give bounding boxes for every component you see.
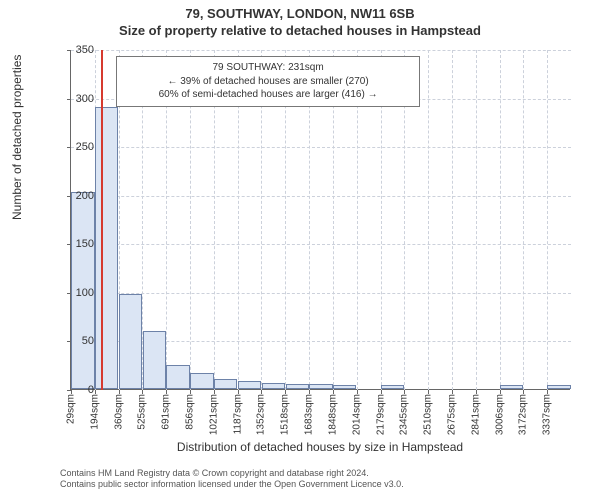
xtick-label: 1518sqm — [280, 394, 291, 435]
xtick-label: 1683sqm — [304, 394, 315, 435]
ytick-label: 100 — [54, 287, 94, 299]
xtick-label: 3337sqm — [542, 394, 553, 435]
annotation-line: 60% of semi-detached houses are larger (… — [125, 88, 411, 102]
histogram-bar — [286, 384, 309, 389]
histogram-bar — [166, 365, 189, 389]
annotation-line: ← 39% of detached houses are smaller (27… — [125, 75, 411, 89]
gridline-h — [71, 147, 571, 148]
xtick-label: 3006sqm — [494, 394, 505, 435]
xtick-label: 2345sqm — [399, 394, 410, 435]
y-axis-label: Number of detached properties — [10, 55, 24, 220]
gridline-v — [523, 50, 524, 390]
page-title: 79, SOUTHWAY, LONDON, NW11 6SB — [0, 0, 600, 23]
histogram-bar — [309, 384, 332, 389]
xtick-label: 194sqm — [89, 394, 100, 430]
ytick-label: 50 — [54, 335, 94, 347]
xtick-label: 691sqm — [161, 394, 172, 430]
ytick-label: 250 — [54, 141, 94, 153]
xtick-label: 1021sqm — [208, 394, 219, 435]
chart-area: 79 SOUTHWAY: 231sqm← 39% of detached hou… — [70, 50, 570, 390]
histogram-bar — [238, 381, 261, 389]
ytick-label: 300 — [54, 93, 94, 105]
histogram-bar — [262, 383, 285, 389]
xtick-label: 856sqm — [185, 394, 196, 430]
xtick-label: 2014sqm — [351, 394, 362, 435]
xtick-label: 360sqm — [113, 394, 124, 430]
xtick-label: 2510sqm — [423, 394, 434, 435]
xtick-label: 2675sqm — [446, 394, 457, 435]
plot-region: 79 SOUTHWAY: 231sqm← 39% of detached hou… — [70, 50, 570, 390]
histogram-bar — [333, 385, 356, 389]
histogram-bar — [190, 373, 213, 389]
histogram-bar — [500, 385, 523, 389]
x-axis-label: Distribution of detached houses by size … — [70, 440, 570, 454]
xtick-label: 2179sqm — [375, 394, 386, 435]
xtick-label: 1848sqm — [327, 394, 338, 435]
histogram-bar — [547, 385, 570, 389]
ytick-label: 350 — [54, 44, 94, 56]
credits: Contains HM Land Registry data © Crown c… — [60, 468, 404, 491]
gridline-h — [71, 293, 571, 294]
page-subtitle: Size of property relative to detached ho… — [0, 23, 600, 40]
xtick-label: 1187sqm — [232, 394, 243, 434]
histogram-bar — [119, 294, 142, 389]
annotation-box: 79 SOUTHWAY: 231sqm← 39% of detached hou… — [116, 56, 420, 107]
xtick-label: 3172sqm — [518, 394, 529, 435]
marker-line — [101, 50, 103, 390]
gridline-h — [71, 196, 571, 197]
histogram-bar — [95, 107, 118, 389]
gridline-v — [547, 50, 548, 390]
ytick-label: 150 — [54, 238, 94, 250]
gridline-v — [428, 50, 429, 390]
credit-line-1: Contains HM Land Registry data © Crown c… — [60, 468, 404, 479]
gridline-h — [71, 244, 571, 245]
xtick-label: 2841sqm — [470, 394, 481, 435]
histogram-bar — [143, 331, 166, 389]
gridline-v — [452, 50, 453, 390]
xtick-label: 1352sqm — [256, 394, 267, 435]
gridline-v — [500, 50, 501, 390]
ytick-label: 200 — [54, 190, 94, 202]
histogram-bar — [381, 385, 404, 389]
annotation-line: 79 SOUTHWAY: 231sqm — [125, 61, 411, 75]
xtick-label: 29sqm — [66, 394, 77, 424]
ytick-label: 0 — [54, 384, 94, 396]
gridline-h — [71, 50, 571, 51]
histogram-bar — [214, 379, 237, 389]
xtick-label: 525sqm — [137, 394, 148, 430]
credit-line-2: Contains public sector information licen… — [60, 479, 404, 490]
gridline-v — [476, 50, 477, 390]
